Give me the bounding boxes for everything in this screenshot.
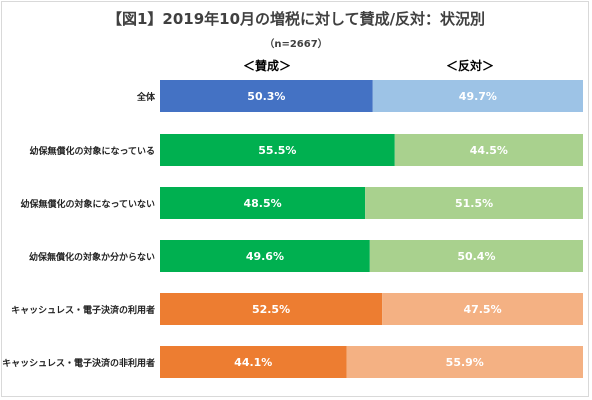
data-label-support: 50.3%: [247, 90, 285, 103]
bar-support: [160, 187, 366, 219]
data-label-support: 49.6%: [246, 250, 284, 263]
bar-oppose: [369, 240, 583, 272]
category-label: 幼保無償化の対象になっていない: [20, 200, 155, 210]
bar-oppose: [346, 346, 583, 378]
category-label: キャッシュレス・電子決済の利用者: [11, 306, 155, 316]
bar-support: [160, 240, 370, 272]
chart-title: 【図1】2019年10月の増税に対して賛成/反対：状況別: [106, 10, 486, 28]
category-label: キャッシュレス・電子決済の非利用者: [2, 359, 155, 369]
bar-oppose: [382, 293, 583, 325]
data-label-oppose: 49.7%: [459, 90, 497, 103]
category-label: 幼保無償化の対象になっている: [29, 147, 155, 157]
data-label-oppose: 44.5%: [470, 144, 508, 157]
data-label-support: 48.5%: [243, 197, 281, 210]
bar-oppose: [372, 80, 583, 112]
data-label-support: 52.5%: [252, 303, 290, 316]
bar-support: [160, 293, 383, 325]
data-label-oppose: 51.5%: [455, 197, 493, 210]
bar-support: [160, 134, 395, 166]
data-label-oppose: 47.5%: [463, 303, 501, 316]
data-label-support: 44.1%: [234, 356, 272, 369]
category-label: 幼保無償化の対象か分からない: [28, 253, 155, 263]
column-header-oppose: ＜反対＞: [446, 59, 495, 73]
bar-support: [160, 80, 373, 112]
column-header-support: ＜賛成＞: [243, 59, 292, 73]
bar-support: [160, 346, 347, 378]
chart-subtitle: （n=2667）: [264, 39, 328, 50]
bar-oppose: [394, 134, 583, 166]
bar-oppose: [365, 187, 583, 219]
data-label-oppose: 50.4%: [457, 250, 495, 263]
data-label-support: 55.5%: [258, 144, 296, 157]
category-label: 全体: [136, 93, 155, 103]
data-label-oppose: 55.9%: [446, 356, 484, 369]
